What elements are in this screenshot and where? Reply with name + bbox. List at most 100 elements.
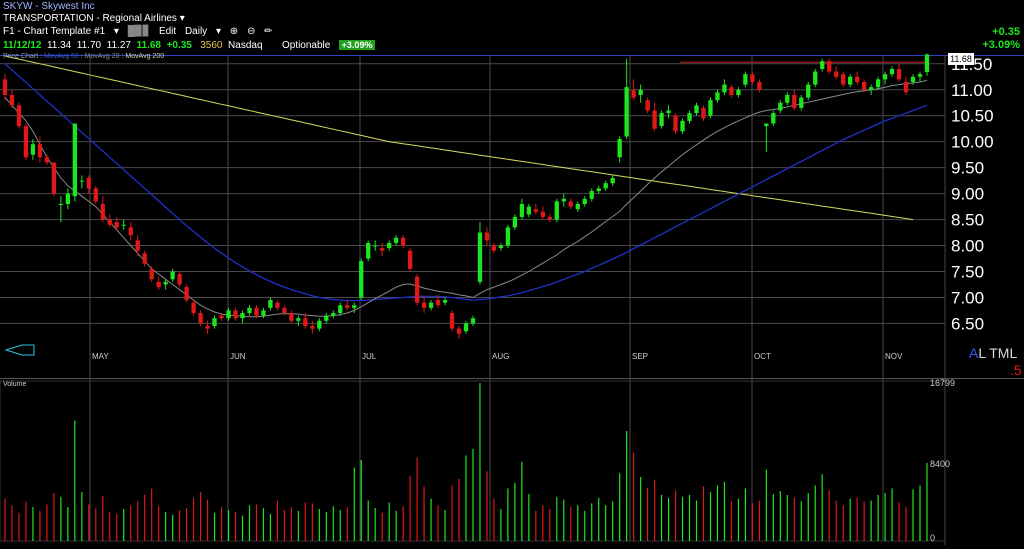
change-right: +0.35	[992, 26, 1020, 38]
candle-body	[303, 318, 308, 327]
candle-body	[659, 113, 664, 127]
candle-body	[799, 97, 804, 108]
candle-body	[652, 110, 657, 129]
y-tick-label: 7.00	[951, 288, 984, 307]
candle-body	[575, 203, 580, 210]
candle-body	[37, 144, 43, 158]
candle-body	[114, 222, 119, 228]
candle-body	[51, 162, 57, 194]
pct-right: +3.09%	[982, 39, 1020, 51]
last-price-box: 11.68	[948, 53, 974, 65]
candle-body	[184, 287, 189, 301]
candle-body	[827, 61, 832, 72]
candle-body	[498, 245, 504, 249]
candle-body	[149, 268, 154, 280]
altml-rest: L TML	[978, 345, 1018, 361]
x-month-label: NOV	[885, 352, 903, 361]
candle-body	[631, 89, 636, 98]
price-pointer-icon	[4, 344, 35, 356]
candle-body	[610, 178, 615, 184]
candle-body	[505, 227, 511, 246]
candle-body	[163, 281, 168, 285]
candle-body	[268, 300, 273, 308]
quote-high: 11.70	[76, 40, 102, 51]
x-month-label: OCT	[754, 352, 771, 361]
candle-body	[107, 219, 112, 225]
draw-pencil-icon[interactable]: ✏	[264, 26, 273, 37]
bar-chart-icon[interactable]: █▉▊	[127, 26, 151, 37]
sector-label: TRANSPORTATION - Regional Airlines	[3, 13, 177, 24]
candle-body	[491, 245, 497, 251]
quote-last: 11.68	[136, 40, 161, 51]
panel-divider	[0, 378, 1024, 379]
template-dropdown[interactable]: F1 - Chart Template #1 ▾	[3, 26, 119, 37]
legend-ma50: MovAvg 50	[43, 53, 79, 60]
candle-body	[848, 76, 853, 85]
candle-body	[142, 253, 147, 264]
candle-body	[324, 315, 329, 321]
candle-body	[310, 326, 315, 329]
edit-button[interactable]: Edit	[158, 26, 177, 37]
x-month-label: JUN	[230, 352, 246, 361]
candle-body	[568, 201, 573, 207]
candle-body	[135, 240, 140, 251]
toolbar: F1 - Chart Template #1 ▾ █▉▊ Edit Daily …	[3, 26, 279, 38]
candle-body	[477, 232, 483, 282]
quote-line: 11/12/12 11.34 11.70 11.27 11.68 +0.35 3…	[3, 39, 376, 52]
candle-body	[750, 74, 755, 82]
candle-body	[100, 203, 105, 220]
quote-change: +0.35	[166, 40, 192, 51]
y-tick-label: 8.50	[951, 211, 984, 230]
candle-body	[442, 300, 448, 303]
y-tick-label: 11.00	[951, 81, 992, 100]
candle-body	[414, 276, 420, 303]
quote-low: 11.27	[106, 40, 131, 51]
y-tick-label: 6.50	[951, 314, 984, 333]
candle-body	[889, 68, 895, 75]
quote-optionable: Optionable	[281, 40, 331, 51]
candle-body	[673, 115, 678, 132]
ma200-line	[4, 55, 914, 221]
x-month-label: SEP	[632, 352, 648, 361]
y-tick-label: 9.00	[951, 185, 984, 204]
volume-tick-label: 16799	[930, 378, 955, 388]
candle-body	[638, 89, 643, 95]
sector-dropdown[interactable]: TRANSPORTATION - Regional Airlines ▾	[3, 13, 185, 25]
candle-body	[589, 191, 594, 199]
zoom-in-icon[interactable]: ⊕	[229, 26, 239, 37]
candle-body	[345, 305, 350, 308]
candle-body	[708, 100, 713, 116]
volume-title: Volume	[3, 381, 27, 388]
candle-body	[366, 242, 371, 259]
zoom-out-icon[interactable]: ⊖	[246, 26, 256, 37]
candle-body	[526, 206, 532, 215]
candle-body	[191, 302, 196, 314]
candle-body	[903, 81, 909, 93]
candle-body	[596, 188, 601, 192]
candle-body	[785, 94, 790, 103]
candle-body	[470, 318, 476, 324]
candle-body	[778, 102, 783, 111]
period-dropdown[interactable]: Daily ▾	[184, 26, 221, 37]
candle-body	[373, 245, 378, 247]
candle-body	[554, 201, 559, 220]
top-border	[0, 55, 1024, 56]
y-tick-label: 9.50	[951, 159, 984, 178]
candle-body	[924, 54, 930, 73]
candle-body	[813, 71, 818, 85]
y-tick-label: 7.50	[951, 262, 984, 281]
candle-body	[729, 87, 734, 95]
candle-body	[868, 87, 874, 90]
candle-body	[855, 76, 860, 82]
candle-body	[547, 216, 552, 220]
candle-body	[519, 203, 525, 217]
candle-body	[722, 84, 727, 93]
candle-body	[771, 113, 776, 124]
x-month-label: MAY	[92, 352, 109, 361]
candle-body	[394, 237, 399, 243]
candle-body	[254, 307, 259, 316]
candle-body	[128, 227, 133, 236]
candle-body	[540, 211, 545, 217]
candle-body	[359, 261, 364, 298]
